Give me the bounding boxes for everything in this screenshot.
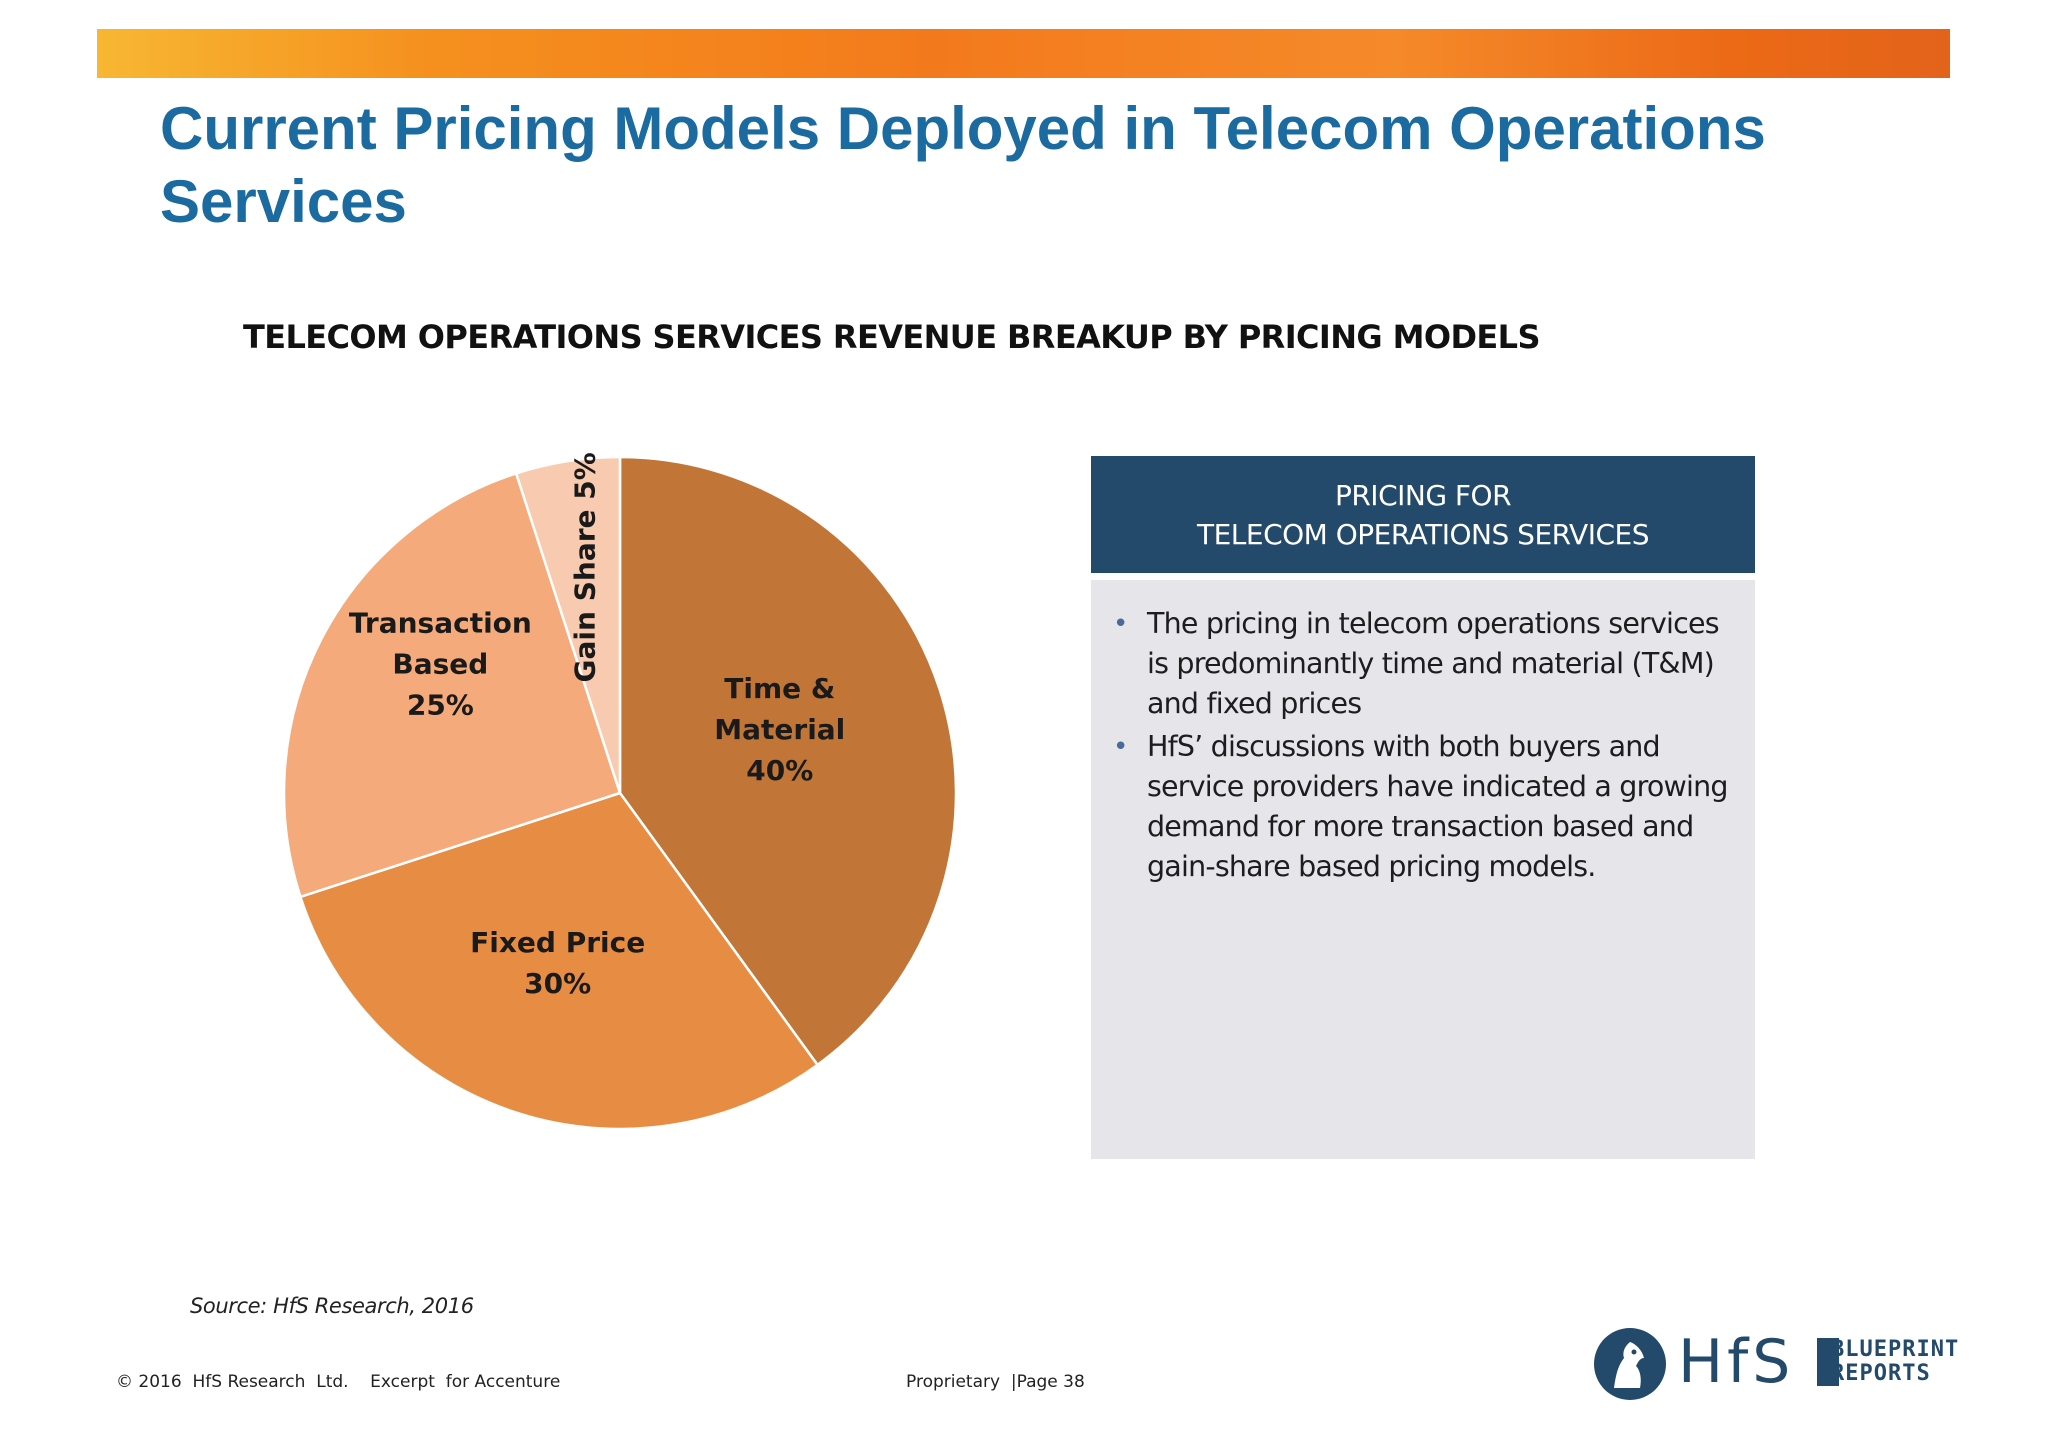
- bullet-dot-icon: •: [1113, 609, 1128, 639]
- panel-heading-line2: TELECOM OPERATIONS SERVICES: [1197, 517, 1650, 551]
- blueprint-badge: BLUEPRINT REPORTS: [1817, 1338, 1958, 1386]
- pie-slice-transaction-based: [282, 471, 622, 899]
- slice-label: Gain Share 5%: [568, 452, 601, 682]
- panel-heading-line1: PRICING FOR: [1334, 478, 1512, 512]
- blueprint-box-icon: [1817, 1338, 1839, 1386]
- hfs-logo: HfS BLUEPRINT REPORTS: [1592, 1326, 1958, 1402]
- blueprint-line2: REPORTS: [1831, 1361, 1931, 1386]
- bullet-list: • The pricing in telecom operations servi…: [1113, 604, 1735, 887]
- slice-label: Transaction Based 25%: [349, 606, 532, 721]
- footer-page-number: Proprietary |Page 38: [906, 1372, 1085, 1392]
- footer-copyright: © 2016 HfS Research Ltd. Excerpt for Acc…: [116, 1372, 561, 1392]
- slice-label: Time & Material 40%: [714, 672, 845, 787]
- bullet-item: • HfS’ discussions with both buyers and s…: [1113, 727, 1735, 887]
- chart-title: TELECOM OPERATIONS SERVICES REVENUE BREA…: [243, 318, 1541, 356]
- bullet-item: • The pricing in telecom operations servi…: [1113, 604, 1735, 724]
- panel-body: • The pricing in telecom operations servi…: [1091, 580, 1755, 1159]
- pie-slice-gain-share: [514, 455, 622, 794]
- header-accent-bar: [97, 29, 1950, 78]
- bullet-dot-icon: •: [1113, 732, 1128, 762]
- blueprint-line1: BLUEPRINT: [1831, 1337, 1960, 1362]
- pie-slice-fixed-price: [298, 791, 820, 1131]
- logo-brand: HfS: [1678, 1327, 1795, 1397]
- horse-head-icon: [1594, 1328, 1666, 1400]
- panel-heading: PRICING FOR TELECOM OPERATIONS SERVICES: [1091, 456, 1755, 573]
- bullet-text: The pricing in telecom operations servic…: [1147, 607, 1720, 720]
- bullet-text: HfS’ discussions with both buyers and se…: [1147, 730, 1729, 883]
- source-note: Source: HfS Research, 2016: [190, 1294, 474, 1318]
- pie-slice-time-material: [618, 455, 958, 1067]
- pie-chart: Time & Material 40% Fixed Price 30% Transacti…: [282, 452, 958, 1131]
- slice-label: Fixed Price 30%: [470, 926, 645, 1000]
- page-title: Current Pricing Models Deployed in Telec…: [160, 95, 1766, 235]
